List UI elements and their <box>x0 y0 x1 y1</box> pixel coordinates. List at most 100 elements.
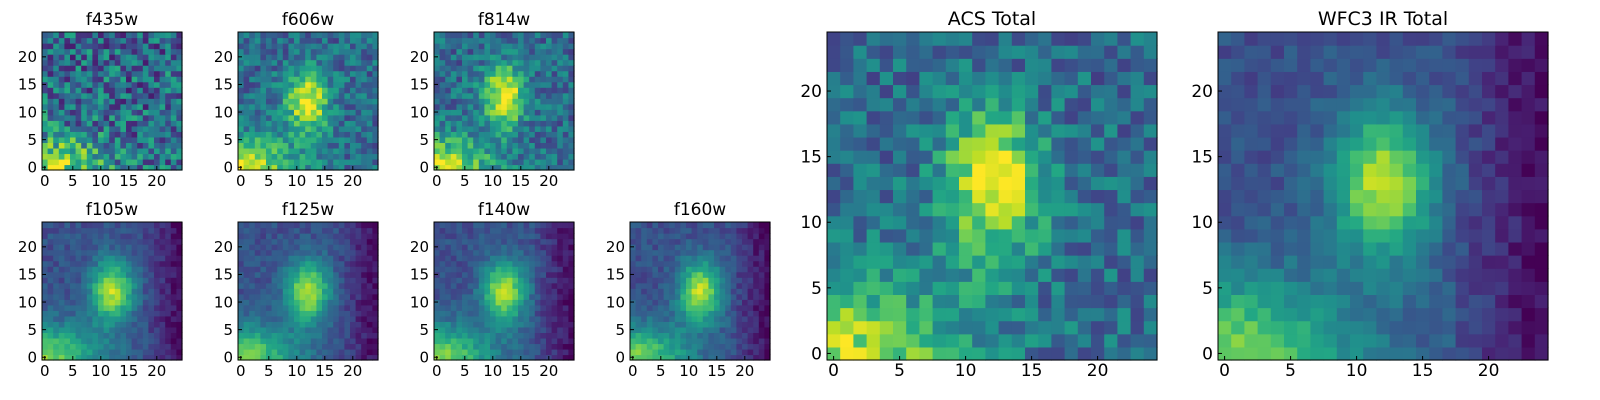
heatmap-cell <box>708 343 715 350</box>
heatmap-cell <box>484 65 491 72</box>
heatmap-cell <box>506 131 513 138</box>
heatmap-cell <box>1038 163 1052 177</box>
y-tick-label: 0 <box>223 348 233 366</box>
heatmap-cell <box>355 348 362 356</box>
heatmap-cell <box>327 282 334 289</box>
heatmap-cell <box>1025 189 1039 204</box>
heatmap-cell <box>478 304 485 311</box>
heatmap-cell <box>92 98 99 105</box>
heatmap-cell <box>170 293 177 300</box>
heatmap-cell <box>506 37 513 44</box>
heatmap-cell <box>58 48 65 55</box>
heatmap-cell <box>450 299 457 306</box>
heatmap-cell <box>853 215 868 230</box>
heatmap-cell <box>434 114 441 121</box>
heatmap-cell <box>518 142 525 149</box>
heatmap-cell <box>557 343 564 350</box>
heatmap-cell <box>512 70 519 77</box>
heatmap-cell <box>148 76 155 83</box>
heatmap-cell <box>534 321 541 328</box>
heatmap-cell <box>879 255 894 269</box>
heatmap-cell <box>719 343 726 350</box>
heatmap-cell <box>355 76 362 83</box>
heatmap-cell <box>282 109 289 116</box>
heatmap-cell <box>658 315 665 322</box>
y-tick-label: 15 <box>410 266 429 284</box>
heatmap-cell <box>254 147 261 155</box>
heatmap-cell <box>103 92 110 99</box>
heatmap-cell <box>238 282 245 289</box>
heatmap-cell <box>840 255 854 269</box>
heatmap-cell <box>557 321 564 328</box>
heatmap-cell <box>42 147 49 155</box>
heatmap-cell <box>282 326 289 333</box>
heatmap-cell <box>70 337 77 345</box>
heatmap-cell <box>1064 294 1079 309</box>
heatmap-cell <box>529 337 536 345</box>
heatmap-cell <box>658 255 665 262</box>
heatmap-cell <box>98 277 105 284</box>
heatmap-cell <box>75 48 82 55</box>
heatmap-cell <box>1025 255 1039 269</box>
heatmap-cell <box>366 76 373 83</box>
heatmap-cell <box>490 233 497 240</box>
heatmap-cell <box>75 282 82 289</box>
heatmap-cell <box>86 125 93 132</box>
x-tick-label: 5 <box>460 362 470 380</box>
heatmap-cell <box>557 59 564 66</box>
heatmap-cell <box>557 131 564 138</box>
heatmap-cell <box>266 136 273 143</box>
heatmap-cell <box>131 293 138 300</box>
heatmap-cell <box>137 326 144 333</box>
heatmap-cell <box>75 114 82 121</box>
heatmap-cell <box>853 150 868 164</box>
heatmap-cell <box>58 282 65 289</box>
heatmap-cell <box>518 65 525 72</box>
heatmap-cell <box>305 76 312 83</box>
heatmap-cell <box>534 343 541 350</box>
heatmap-cell <box>355 65 362 72</box>
heatmap-cell <box>294 76 301 83</box>
heatmap-cell <box>1011 268 1026 282</box>
heatmap-cell <box>86 158 93 166</box>
heatmap-cell <box>523 114 530 121</box>
heatmap-cell <box>646 293 653 300</box>
heatmap-cell <box>64 65 71 72</box>
heatmap-cell <box>355 277 362 284</box>
heatmap-cell <box>635 315 642 322</box>
heatmap-cell <box>725 321 732 328</box>
heatmap-cell <box>512 304 519 311</box>
heatmap-cell <box>523 260 530 267</box>
heatmap-cell <box>288 255 295 262</box>
heatmap-cell <box>86 131 93 138</box>
heatmap-cell <box>109 266 116 273</box>
heatmap-cell <box>478 271 485 278</box>
heatmap-cell <box>742 348 749 356</box>
heatmap-cell <box>131 43 138 50</box>
heatmap-cell <box>985 241 1000 256</box>
heatmap-cell <box>557 142 564 149</box>
heatmap-cell <box>344 103 351 110</box>
heatmap-cell <box>635 227 642 234</box>
heatmap-cell <box>299 244 306 251</box>
heatmap-cell <box>103 114 110 121</box>
heatmap-cell <box>277 65 284 72</box>
heatmap-cell <box>159 147 166 155</box>
heatmap-cell <box>350 244 357 251</box>
heatmap-cell <box>114 233 121 240</box>
heatmap-cell <box>327 227 334 234</box>
heatmap-cell <box>540 87 547 94</box>
heatmap-cell <box>310 255 317 262</box>
heatmap-cell <box>557 222 564 229</box>
heatmap-cell <box>372 92 379 99</box>
heatmap-cell <box>562 271 569 278</box>
heatmap-cell <box>58 227 65 234</box>
heatmap-cell <box>98 114 105 121</box>
heatmap-cell <box>445 227 452 234</box>
heatmap-cell <box>658 288 665 295</box>
heatmap-cell <box>142 37 149 44</box>
heatmap-cell <box>512 222 519 229</box>
heatmap-cell <box>490 244 497 251</box>
heatmap-cell <box>562 293 569 300</box>
heatmap-cell <box>75 310 82 317</box>
